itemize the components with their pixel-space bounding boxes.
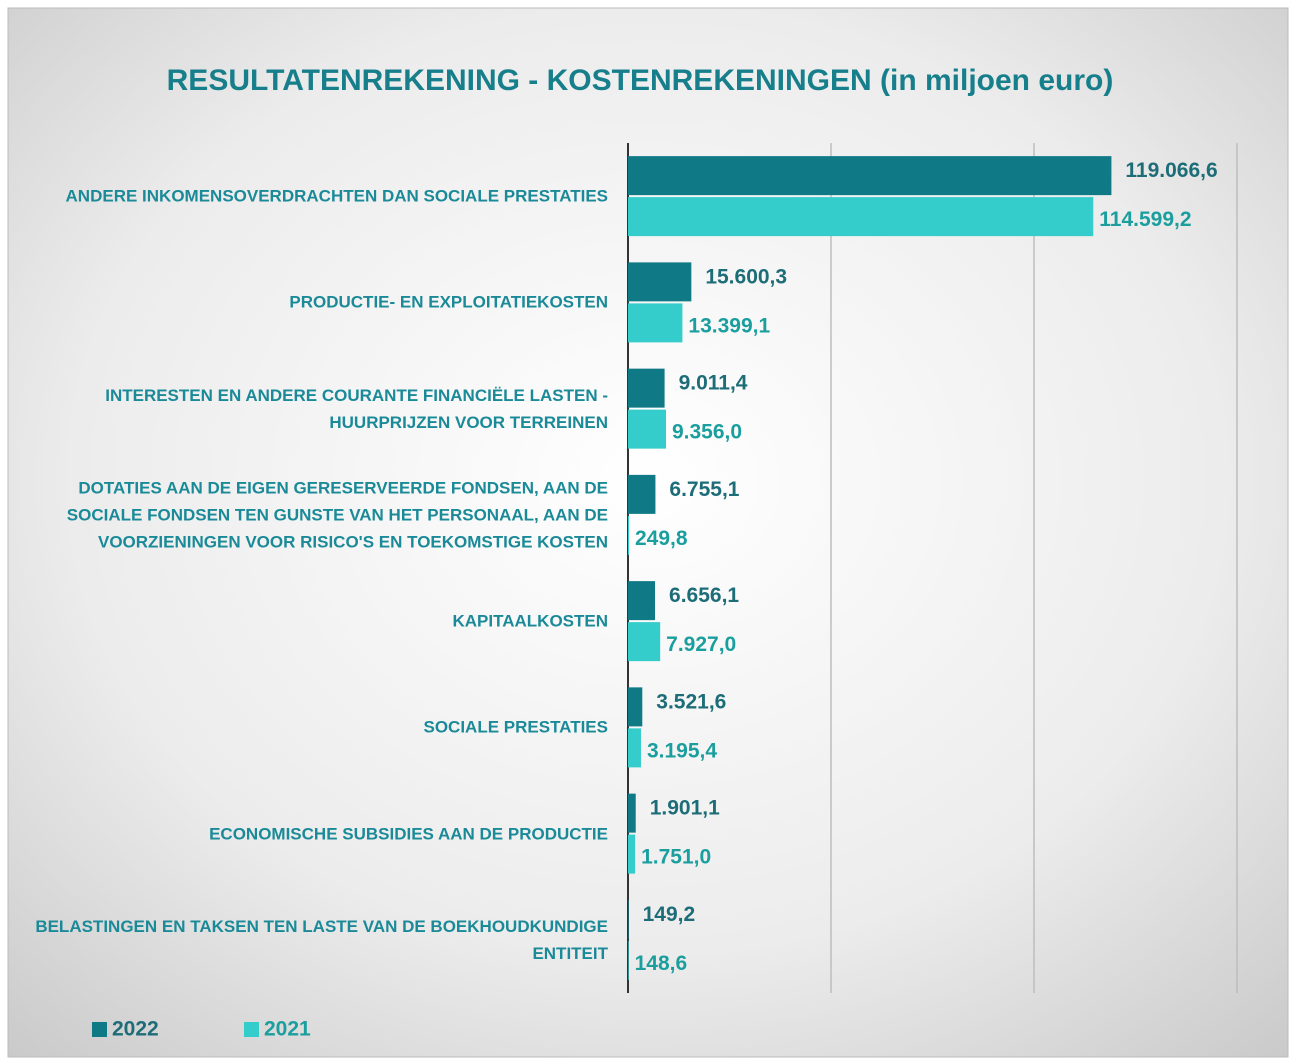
value-label: 1.751,0 [641, 846, 711, 869]
category-label: KAPITAALKOSTEN [452, 611, 608, 631]
legend-swatch [244, 1022, 259, 1037]
value-label: 13.399,1 [688, 314, 770, 337]
value-label: 149,2 [643, 903, 696, 926]
value-label: 249,8 [635, 527, 688, 550]
value-label: 9.011,4 [679, 372, 748, 395]
category-label: SOCIALE PRESTATIES [423, 717, 608, 737]
value-label: 15.600,3 [705, 265, 787, 288]
category-label: DOTATIES AAN DE EIGEN GERESERVEERDE FOND… [66, 478, 608, 552]
value-label: 6.755,1 [669, 478, 739, 501]
bar [628, 197, 1094, 237]
bar [628, 515, 630, 555]
value-label: 1.901,1 [650, 797, 720, 820]
legend-label: 2022 [112, 1018, 159, 1041]
bar [628, 409, 666, 449]
value-label: 3.521,6 [656, 690, 726, 713]
category-label: ECONOMISCHE SUBSIDIES AAN DE PRODUCTIE [209, 824, 608, 844]
value-label: 3.195,4 [647, 739, 717, 762]
category-label: BELASTINGEN EN TAKSEN TEN LASTE VAN DE B… [35, 916, 608, 963]
bar [628, 303, 683, 343]
legend-swatch [92, 1022, 107, 1037]
bar [628, 156, 1112, 196]
value-label: 7.927,0 [666, 633, 736, 656]
value-label: 9.356,0 [672, 421, 742, 444]
bar [628, 687, 643, 727]
value-label: 119.066,6 [1125, 159, 1217, 182]
bar [628, 474, 656, 514]
bar [628, 834, 636, 874]
bar [628, 262, 692, 302]
category-label: ANDERE INKOMENSOVERDRACHTEN DAN SOCIALE … [65, 186, 608, 206]
bar [628, 368, 665, 408]
bar [628, 899, 629, 939]
value-label: 6.656,1 [669, 584, 739, 607]
value-label: 114.599,2 [1099, 208, 1191, 231]
bar [628, 622, 661, 662]
category-label: INTERESTEN EN ANDERE COURANTE FINANCIËLE… [105, 385, 608, 432]
value-label: 148,6 [635, 952, 688, 975]
category-label: PRODUCTIE- EN EXPLOITATIEKOSTEN [289, 292, 608, 312]
legend-label: 2021 [264, 1018, 311, 1041]
bar [628, 940, 629, 980]
chart-title: RESULTATENREKENING - KOSTENREKENINGEN (i… [167, 64, 1114, 97]
bar [628, 581, 656, 621]
bar [628, 728, 641, 768]
bar [628, 793, 636, 833]
